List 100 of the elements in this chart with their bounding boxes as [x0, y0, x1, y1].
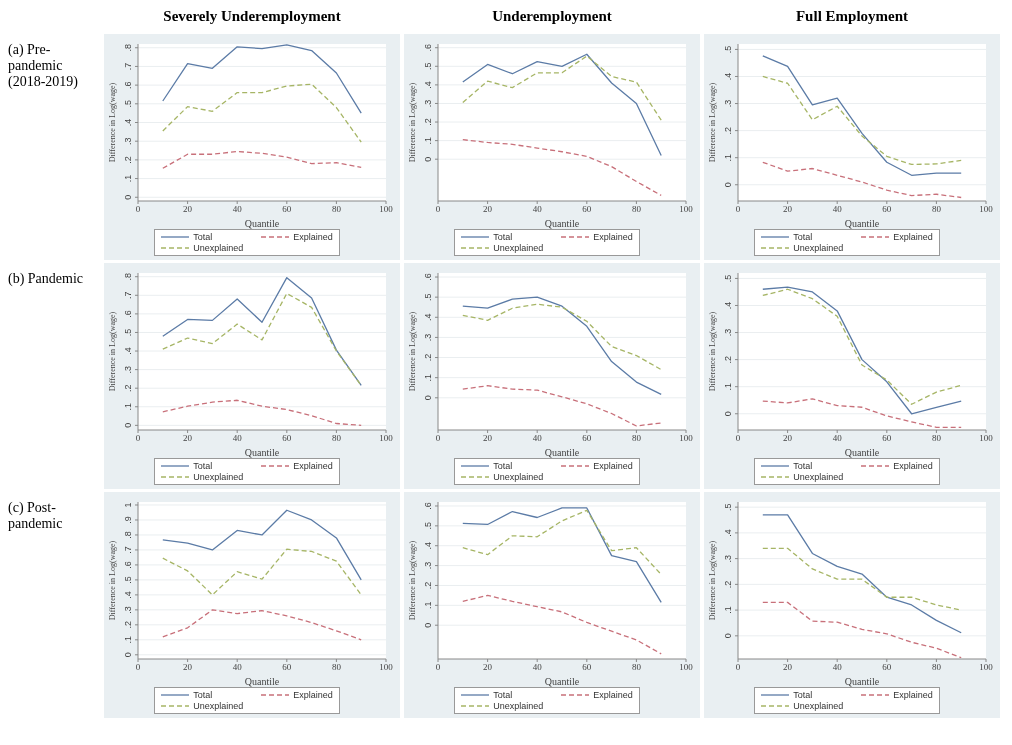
y-tick-label: .1 [723, 606, 733, 614]
line-series [162, 83, 362, 143]
y-tick-label: .2 [423, 118, 433, 126]
x-tick-label: 20 [183, 662, 193, 673]
x-tick-label: 100 [679, 204, 694, 215]
text: (c) Post-pandemic [8, 500, 64, 532]
x-axis-title: Quantile [844, 218, 880, 229]
y-tick-label: .5 [723, 503, 733, 511]
y-tick-label: .2 [123, 156, 133, 164]
y-tick-label: .4 [123, 118, 133, 127]
legend-label: Explained [593, 461, 633, 471]
x-tick-label: 20 [783, 662, 793, 673]
y-tick-label: 1 [123, 502, 133, 508]
y-tick-label: .5 [423, 293, 433, 301]
x-tick-label: 60 [882, 662, 892, 673]
x-tick-label: 0 [135, 433, 141, 444]
x-tick-label: 0 [135, 662, 141, 673]
y-tick-label: .4 [423, 313, 433, 322]
legend-label: Unexplained [193, 472, 244, 482]
line-series [462, 594, 662, 655]
x-tick-label: 40 [532, 433, 543, 444]
y-axis-title: Difference in Log(wage) [107, 311, 117, 392]
text: (b) Pandemic [8, 271, 85, 287]
x-tick-label: 0 [435, 662, 441, 673]
y-tick-label: .3 [423, 99, 433, 108]
line-series [462, 507, 662, 604]
y-tick-label: .5 [123, 100, 133, 108]
y-tick-label: .6 [423, 502, 433, 510]
x-tick-label: 80 [631, 204, 642, 215]
line-series [762, 547, 962, 611]
y-tick-label: .7 [123, 546, 133, 554]
line-series [762, 398, 962, 428]
x-tick-label: 60 [282, 662, 292, 673]
y-axis-title: Difference in Log(wage) [407, 311, 417, 392]
y-tick-label: .3 [423, 561, 433, 570]
x-tick-label: 80 [331, 204, 342, 215]
x-tick-label: 40 [532, 204, 543, 215]
y-tick-label: .2 [723, 355, 733, 364]
y-tick-label: 0 [123, 422, 133, 428]
y-tick-label: .2 [723, 580, 733, 589]
y-tick-label: .3 [423, 333, 433, 342]
y-tick-label: .4 [723, 529, 733, 537]
x-tick-label: 0 [435, 204, 441, 215]
x-tick-label: 100 [379, 433, 394, 444]
legend-label: Explained [293, 461, 333, 471]
y-tick-label: .6 [423, 43, 433, 52]
y-axis-title: Difference in Log(wage) [107, 82, 117, 163]
x-tick-label: 40 [232, 204, 243, 215]
x-tick-label: 100 [679, 662, 694, 673]
line-series [462, 139, 662, 197]
x-axis-title: Quantile [544, 447, 580, 458]
x-tick-label: 60 [582, 204, 592, 215]
chart-title: Severely Underemployment [162, 8, 342, 26]
y-axis-title: Difference in Log(wage) [707, 311, 717, 392]
y-tick-label: .4 [123, 591, 133, 599]
legend-label: Total [493, 461, 513, 471]
y-tick-label: .5 [723, 274, 733, 283]
x-tick-label: 100 [679, 433, 694, 444]
x-tick-label: 100 [979, 662, 994, 673]
y-tick-label: .4 [423, 541, 433, 550]
y-tick-label: .7 [123, 291, 133, 300]
x-tick-label: 80 [931, 433, 942, 444]
y-tick-label: .7 [123, 62, 133, 71]
y-tick-label: .3 [723, 554, 733, 563]
x-tick-label: 100 [979, 204, 994, 215]
x-tick-label: 40 [832, 204, 843, 215]
legend-label: Total [793, 461, 813, 471]
y-tick-label: 0 [723, 182, 733, 188]
legend-label: Total [793, 690, 813, 700]
y-tick-label: .2 [723, 126, 733, 135]
line-series [162, 399, 362, 427]
x-tick-label: 20 [783, 204, 793, 215]
legend-label: Total [193, 232, 213, 242]
y-tick-label: 0 [123, 652, 133, 658]
x-tick-label: 40 [532, 662, 543, 673]
x-tick-label: 80 [931, 662, 942, 673]
x-tick-label: 0 [435, 433, 441, 444]
y-tick-label: 0 [723, 411, 733, 417]
x-tick-label: 80 [331, 662, 342, 673]
line-series [162, 44, 362, 114]
x-tick-label: 20 [483, 204, 493, 215]
y-tick-label: .9 [123, 516, 133, 524]
x-tick-label: 0 [135, 204, 141, 215]
y-tick-label: .6 [423, 273, 433, 281]
y-tick-label: .2 [423, 353, 433, 362]
y-tick-label: .4 [723, 301, 733, 310]
legend-label: Unexplained [193, 701, 244, 711]
x-axis-title: Quantile [244, 676, 280, 687]
y-tick-label: .4 [123, 347, 133, 355]
y-axis-title: Difference in Log(wage) [107, 540, 117, 621]
x-tick-label: 20 [783, 433, 793, 444]
y-tick-label: .6 [123, 561, 133, 569]
x-tick-label: 80 [631, 433, 642, 444]
legend-label: Unexplained [493, 701, 544, 711]
chart-title: Full Employment [794, 8, 910, 26]
x-axis-title: Quantile [244, 218, 280, 229]
y-tick-label: .1 [423, 373, 433, 382]
line-series [762, 161, 962, 199]
line-series [762, 55, 962, 176]
y-tick-label: .2 [423, 581, 433, 590]
